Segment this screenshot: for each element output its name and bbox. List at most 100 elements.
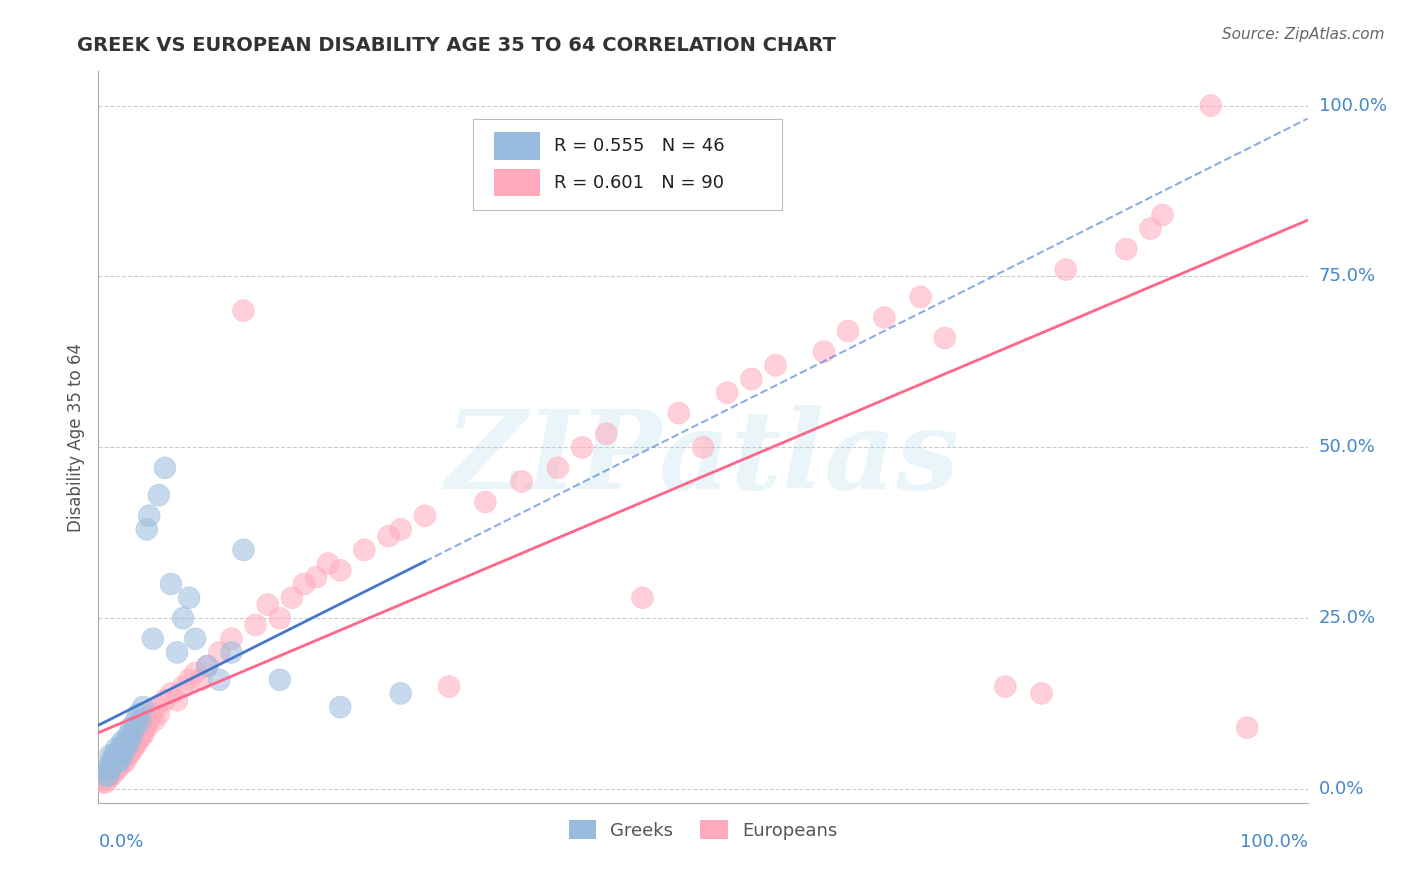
- Ellipse shape: [305, 566, 328, 588]
- Ellipse shape: [127, 731, 148, 752]
- Ellipse shape: [120, 716, 142, 739]
- Text: Source: ZipAtlas.com: Source: ZipAtlas.com: [1222, 27, 1385, 42]
- Ellipse shape: [100, 761, 121, 783]
- Ellipse shape: [1031, 682, 1053, 705]
- Ellipse shape: [105, 755, 128, 776]
- Ellipse shape: [128, 703, 149, 725]
- Ellipse shape: [107, 744, 129, 766]
- Ellipse shape: [142, 628, 163, 649]
- Ellipse shape: [100, 751, 121, 772]
- Ellipse shape: [91, 772, 112, 793]
- Ellipse shape: [668, 402, 690, 424]
- Ellipse shape: [318, 553, 339, 574]
- Ellipse shape: [389, 682, 412, 705]
- FancyBboxPatch shape: [494, 169, 540, 196]
- Ellipse shape: [245, 614, 267, 636]
- Ellipse shape: [994, 675, 1017, 698]
- Ellipse shape: [122, 737, 145, 759]
- Ellipse shape: [221, 628, 242, 649]
- Ellipse shape: [121, 723, 143, 746]
- Ellipse shape: [269, 669, 291, 690]
- Ellipse shape: [1054, 259, 1077, 281]
- Ellipse shape: [114, 731, 136, 752]
- Ellipse shape: [1152, 204, 1174, 226]
- Ellipse shape: [103, 751, 124, 772]
- Ellipse shape: [136, 518, 157, 541]
- Ellipse shape: [160, 682, 181, 705]
- Ellipse shape: [115, 737, 138, 759]
- Text: 100.0%: 100.0%: [1240, 833, 1308, 851]
- Ellipse shape: [103, 761, 125, 783]
- Ellipse shape: [125, 734, 146, 756]
- Ellipse shape: [94, 764, 115, 787]
- Ellipse shape: [117, 740, 138, 763]
- Ellipse shape: [103, 757, 124, 780]
- FancyBboxPatch shape: [474, 119, 782, 211]
- Ellipse shape: [389, 518, 412, 541]
- Ellipse shape: [103, 744, 125, 766]
- Ellipse shape: [114, 751, 136, 772]
- Ellipse shape: [413, 505, 436, 526]
- Ellipse shape: [98, 757, 120, 780]
- Ellipse shape: [571, 436, 593, 458]
- Ellipse shape: [1115, 238, 1137, 260]
- Text: R = 0.555   N = 46: R = 0.555 N = 46: [554, 137, 725, 155]
- Ellipse shape: [124, 731, 146, 752]
- Ellipse shape: [136, 716, 157, 739]
- Ellipse shape: [148, 703, 170, 725]
- Ellipse shape: [179, 669, 200, 690]
- Ellipse shape: [120, 740, 142, 763]
- Y-axis label: Disability Age 35 to 64: Disability Age 35 to 64: [66, 343, 84, 532]
- Ellipse shape: [120, 737, 141, 759]
- Ellipse shape: [111, 747, 132, 769]
- Ellipse shape: [100, 744, 121, 766]
- Ellipse shape: [934, 327, 956, 349]
- FancyBboxPatch shape: [494, 132, 540, 160]
- Ellipse shape: [873, 307, 896, 328]
- Text: 25.0%: 25.0%: [1319, 609, 1376, 627]
- Ellipse shape: [378, 525, 399, 547]
- Ellipse shape: [132, 696, 155, 718]
- Ellipse shape: [94, 772, 117, 793]
- Ellipse shape: [197, 655, 218, 677]
- Ellipse shape: [96, 764, 118, 787]
- Ellipse shape: [96, 757, 118, 780]
- Text: R = 0.601   N = 90: R = 0.601 N = 90: [554, 174, 724, 192]
- Legend: Greeks, Europeans: Greeks, Europeans: [560, 811, 846, 848]
- Ellipse shape: [837, 320, 859, 342]
- Ellipse shape: [121, 734, 143, 756]
- Ellipse shape: [190, 669, 212, 690]
- Ellipse shape: [104, 757, 127, 780]
- Ellipse shape: [132, 723, 155, 746]
- Ellipse shape: [547, 457, 569, 479]
- Ellipse shape: [439, 675, 460, 698]
- Ellipse shape: [97, 764, 120, 787]
- Ellipse shape: [131, 720, 153, 742]
- Ellipse shape: [1236, 716, 1258, 739]
- Ellipse shape: [97, 768, 120, 789]
- Ellipse shape: [110, 755, 131, 776]
- Ellipse shape: [155, 457, 176, 479]
- Ellipse shape: [100, 757, 121, 780]
- Ellipse shape: [105, 751, 128, 772]
- Ellipse shape: [118, 744, 139, 766]
- Ellipse shape: [292, 574, 315, 595]
- Ellipse shape: [138, 710, 160, 731]
- Ellipse shape: [329, 696, 352, 718]
- Ellipse shape: [221, 641, 242, 664]
- Ellipse shape: [184, 662, 207, 684]
- Ellipse shape: [101, 764, 122, 787]
- Ellipse shape: [108, 751, 129, 772]
- Ellipse shape: [813, 341, 835, 362]
- Text: 50.0%: 50.0%: [1319, 438, 1375, 457]
- Ellipse shape: [166, 641, 188, 664]
- Ellipse shape: [510, 471, 533, 492]
- Ellipse shape: [111, 731, 134, 752]
- Text: 100.0%: 100.0%: [1319, 96, 1386, 114]
- Ellipse shape: [1199, 95, 1222, 117]
- Ellipse shape: [143, 710, 165, 731]
- Ellipse shape: [741, 368, 762, 390]
- Ellipse shape: [134, 716, 155, 739]
- Ellipse shape: [353, 539, 375, 561]
- Ellipse shape: [910, 286, 932, 308]
